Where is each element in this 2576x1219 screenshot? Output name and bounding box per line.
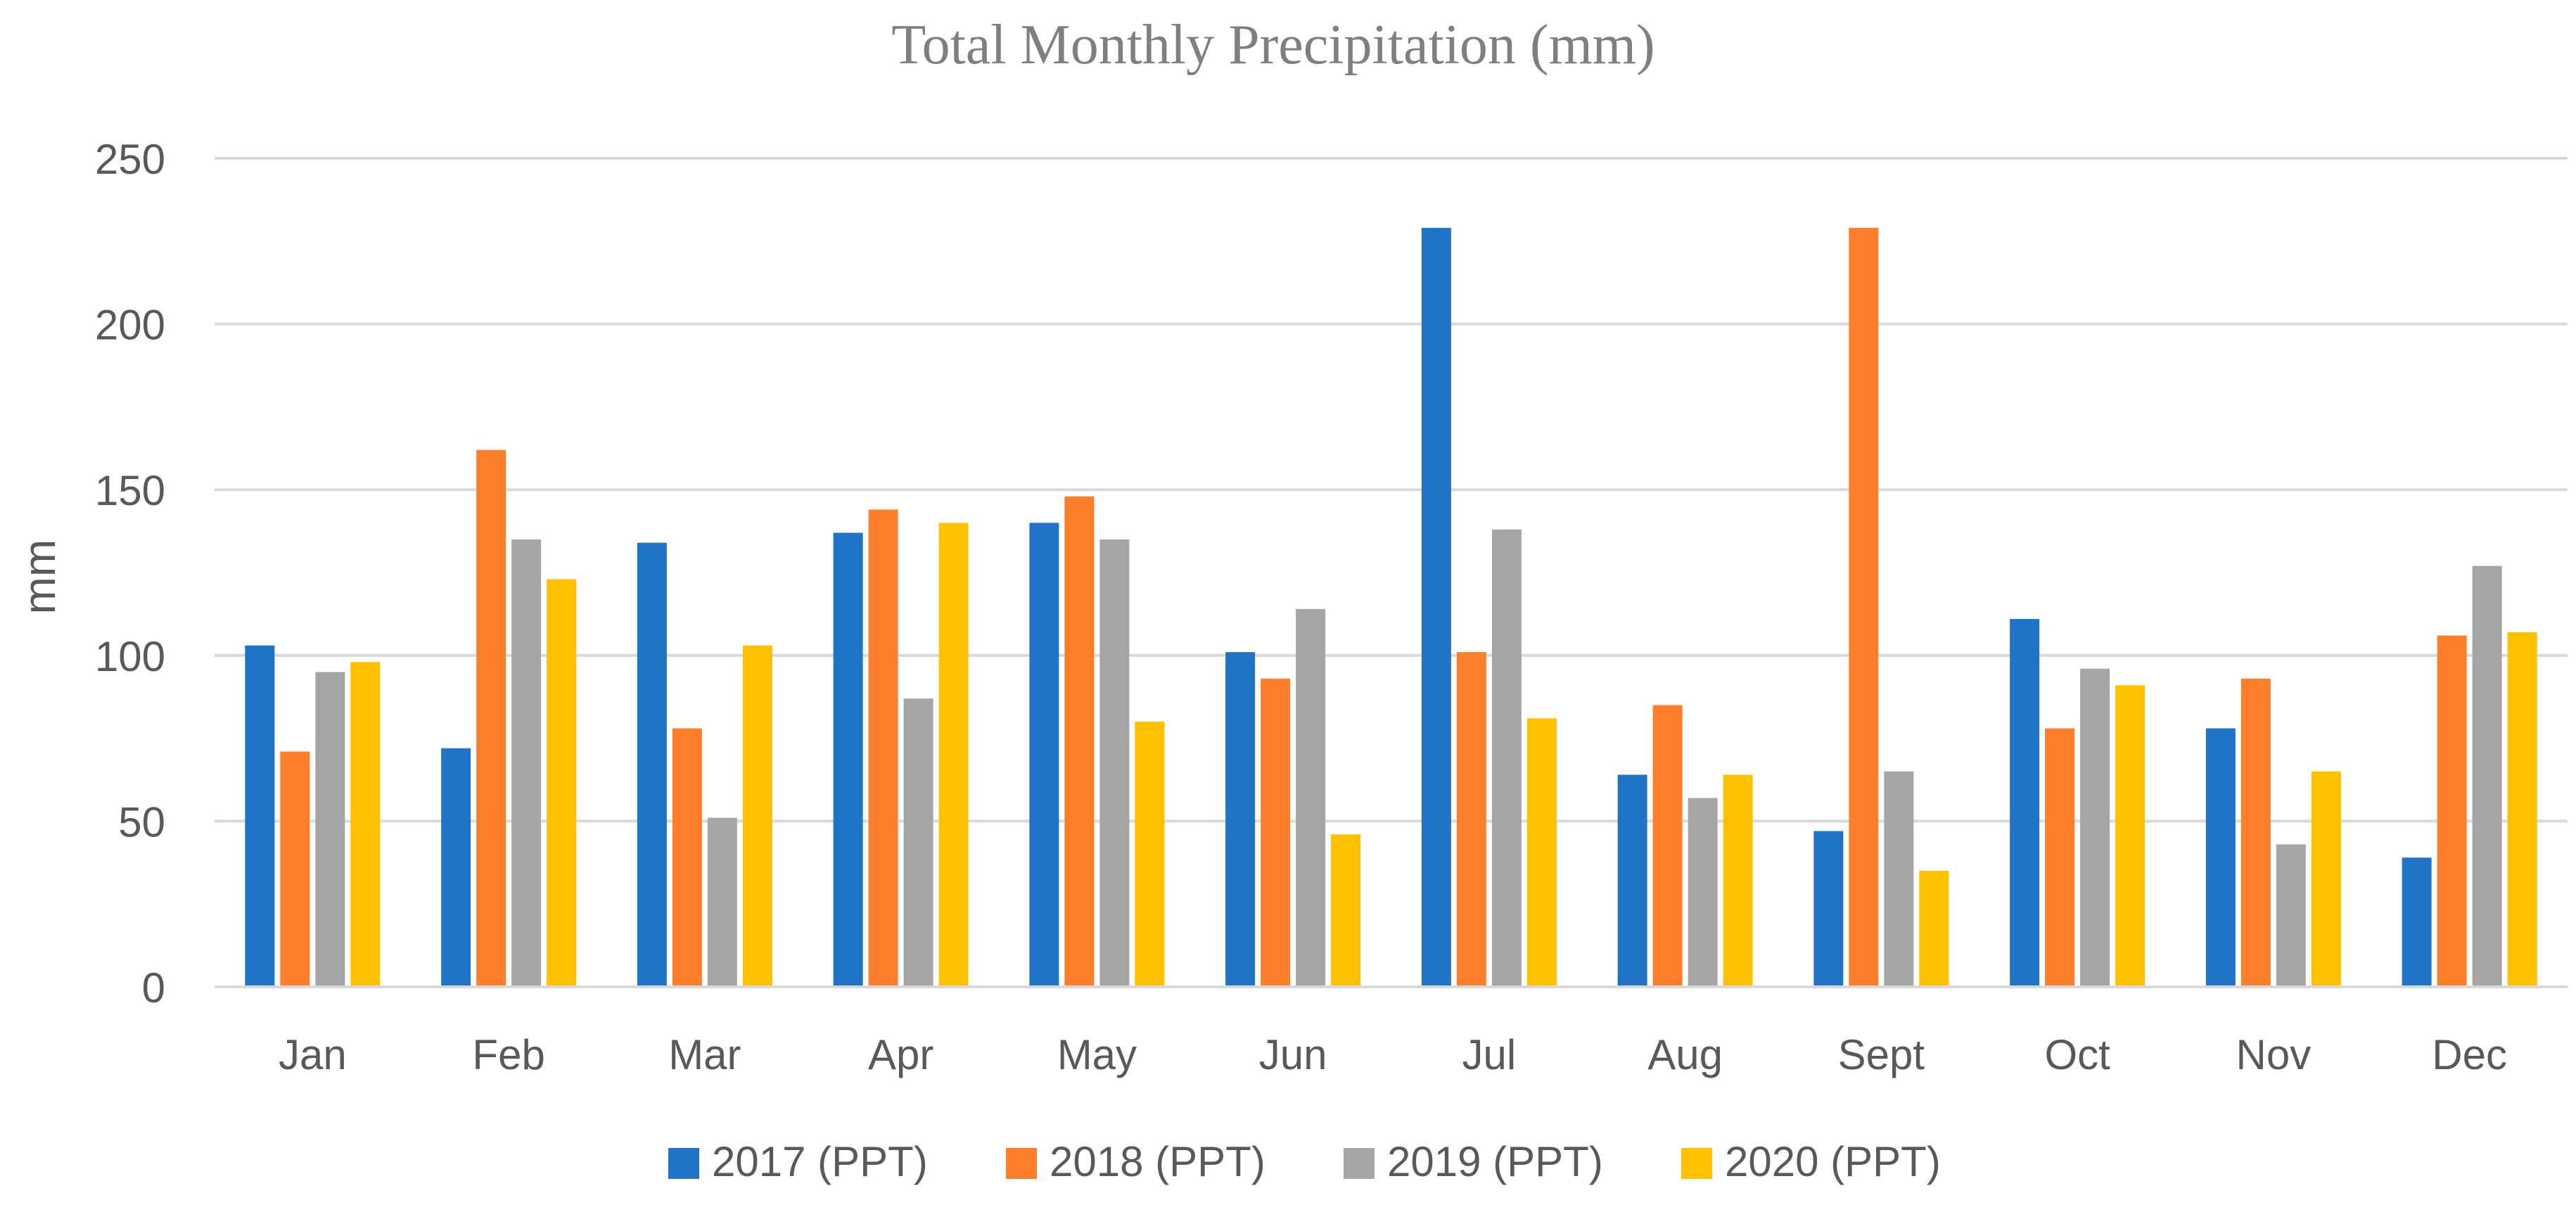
chart-title: Total Monthly Precipitation (mm) — [891, 14, 1654, 76]
bar-feb-3 — [511, 539, 542, 987]
x-tick-label: Feb — [472, 1031, 544, 1078]
bar-jul-1 — [1421, 227, 1451, 987]
bar-jan-3 — [315, 672, 345, 987]
x-tick-label: Sept — [1838, 1031, 1925, 1078]
legend-swatch — [668, 1148, 699, 1179]
x-tick-label: Jan — [279, 1031, 347, 1078]
bar-may-1 — [1029, 523, 1059, 987]
x-axis-ticks: Jan Feb Mar Apr May Jun Jul Aug Sept Oct Nov Dec — [279, 1031, 2507, 1078]
bar-apr-3 — [903, 698, 933, 987]
y-tick-label: 200 — [95, 302, 165, 349]
bar-sept-4 — [1919, 871, 1949, 987]
bar-sept-2 — [1849, 227, 1879, 987]
bar-jan-1 — [245, 645, 275, 987]
bar-jun-3 — [1296, 608, 1326, 987]
bar-apr-1 — [833, 532, 863, 987]
bar-feb-2 — [476, 449, 506, 987]
bar-jul-2 — [1456, 652, 1486, 987]
bar-mar-4 — [742, 645, 772, 987]
bar-feb-4 — [547, 579, 577, 987]
bar-oct-1 — [2010, 618, 2040, 987]
legend-label: 2019 (PPT) — [1387, 1138, 1603, 1185]
bar-may-3 — [1099, 539, 1130, 987]
x-tick-label: May — [1057, 1031, 1137, 1078]
legend: 2017 (PPT) 2018 (PPT) 2019 (PPT) 2020 (PPT) — [668, 1138, 1941, 1185]
bar-aug-2 — [1652, 705, 1683, 987]
legend-label: 2018 (PPT) — [1050, 1138, 1265, 1185]
bar-nov-1 — [2205, 728, 2236, 987]
bar-jun-2 — [1261, 678, 1291, 987]
bar-dec-3 — [2472, 566, 2502, 987]
bar-dec-2 — [2437, 635, 2467, 987]
bar-nov-2 — [2240, 678, 2271, 987]
bar-jul-4 — [1526, 718, 1557, 987]
y-tick-label: 50 — [118, 798, 165, 845]
bar-feb-1 — [441, 748, 471, 987]
legend-swatch — [1006, 1148, 1037, 1179]
y-tick-label: 150 — [95, 467, 165, 514]
bar-aug-3 — [1688, 798, 1718, 987]
bar-nov-3 — [2276, 844, 2306, 987]
legend-label: 2017 (PPT) — [712, 1138, 928, 1185]
y-axis-ticks: 0 50 100 150 200 250 — [95, 136, 165, 1011]
x-tick-label: Aug — [1647, 1031, 1723, 1078]
bar-sept-3 — [1884, 771, 1914, 987]
bar-nov-4 — [2311, 771, 2341, 987]
bar-apr-2 — [868, 509, 898, 987]
bars — [245, 227, 2537, 987]
x-tick-label: Mar — [668, 1031, 741, 1078]
y-tick-label: 0 — [142, 964, 165, 1011]
bar-aug-4 — [1723, 774, 1753, 987]
x-tick-label: Oct — [2044, 1031, 2110, 1078]
bar-oct-3 — [2080, 668, 2110, 987]
bar-may-4 — [1135, 722, 1165, 987]
y-tick-label: 250 — [95, 136, 165, 183]
bar-dec-4 — [2507, 632, 2537, 987]
bar-jan-2 — [280, 751, 310, 987]
gridlines — [215, 157, 2568, 823]
bar-apr-4 — [938, 523, 969, 987]
x-tick-label: Jun — [1259, 1031, 1327, 1078]
bar-may-2 — [1064, 496, 1095, 987]
x-tick-label: Jul — [1462, 1031, 1517, 1078]
y-axis-title: mm — [14, 540, 65, 615]
y-tick-label: 100 — [95, 633, 165, 680]
x-tick-label: Nov — [2236, 1031, 2312, 1078]
bar-mar-3 — [707, 817, 737, 987]
bar-jun-4 — [1331, 834, 1361, 987]
bar-jan-4 — [350, 662, 381, 987]
bar-jun-1 — [1225, 652, 1256, 987]
bar-oct-2 — [2045, 728, 2075, 987]
bar-mar-1 — [637, 542, 667, 987]
legend-label: 2020 (PPT) — [1725, 1138, 1941, 1185]
x-tick-label: Apr — [868, 1031, 933, 1078]
x-tick-label: Dec — [2432, 1031, 2507, 1078]
legend-swatch — [1344, 1148, 1375, 1179]
bar-sept-1 — [1813, 831, 1844, 987]
bar-dec-1 — [2402, 857, 2432, 987]
bar-aug-1 — [1617, 774, 1647, 987]
bar-oct-4 — [2115, 685, 2145, 987]
bar-mar-2 — [672, 728, 702, 987]
legend-swatch — [1681, 1148, 1712, 1179]
bar-jul-3 — [1491, 529, 1522, 987]
